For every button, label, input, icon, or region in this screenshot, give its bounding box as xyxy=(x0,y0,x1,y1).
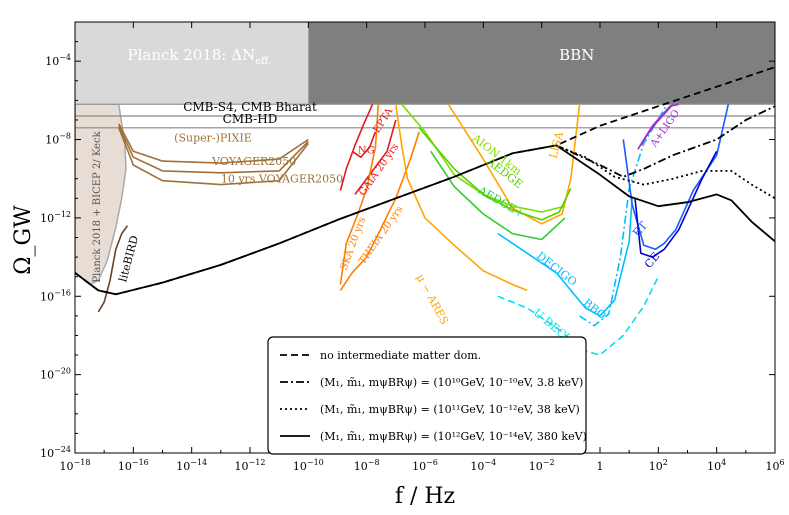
x-tick-exponent: −8 xyxy=(368,458,380,467)
experiment-ares xyxy=(395,104,528,292)
x-tick-exponent: 4 xyxy=(721,458,726,467)
x-tick-label: 102 xyxy=(649,458,668,473)
x-tick-label: 10−6 xyxy=(412,458,438,473)
experiment-10-yrs-voyager2050 xyxy=(118,127,309,186)
litebird-label: liteBIRD xyxy=(116,234,141,283)
experiment-ce xyxy=(634,150,718,258)
experiment-super-pixie xyxy=(118,123,309,164)
planck-neff-subscript: eff. xyxy=(255,56,271,67)
x-tick-label: 10−14 xyxy=(176,458,207,473)
planck-neff-label: Planck 2018: ΔNeff. xyxy=(128,46,272,67)
experiment-u-decigo xyxy=(497,276,660,356)
x-tick-exponent: −18 xyxy=(74,458,91,467)
experiment-lisa xyxy=(447,103,581,225)
y-tick-exponent: −20 xyxy=(54,367,71,376)
experiment-theia-20-yrs xyxy=(339,131,420,291)
y-tick-exponent: −24 xyxy=(54,445,71,454)
experiment-nanograv xyxy=(351,131,377,158)
voyager-label: VOYAGER2050 xyxy=(211,155,296,168)
x-tick-exponent: −2 xyxy=(543,458,555,467)
et-label: ET xyxy=(630,219,650,240)
y-tick-label: 10−16 xyxy=(40,288,71,303)
x-axis-label: f / Hz xyxy=(395,484,455,509)
legend-label: (M₁, m̃₁, mψBRψ) = (10¹²GeV, 10⁻¹⁴eV, 38… xyxy=(320,430,587,443)
experiment-litebird xyxy=(97,225,129,313)
x-tick-label: 10−2 xyxy=(529,458,555,473)
x-tick-label: 10−8 xyxy=(354,458,380,473)
y-tick-label: 10−24 xyxy=(40,445,71,460)
experiment-voyager2050 xyxy=(118,125,309,174)
experiment-bbo xyxy=(579,103,668,327)
legend-box xyxy=(267,336,587,455)
y-tick-exponent: −8 xyxy=(59,132,71,141)
y-tick-exponent: −16 xyxy=(54,288,71,297)
series-solid-line xyxy=(75,144,775,296)
y-tick-label: 10−20 xyxy=(40,367,71,382)
bbo-label: BBO xyxy=(581,296,609,322)
x-tick-label: 10−4 xyxy=(470,458,496,473)
cmb-s4-label: CMB-S4, CMB Bharat xyxy=(183,100,317,114)
planck-neff-region xyxy=(75,22,309,105)
y-tick-label: 10−4 xyxy=(45,53,71,68)
x-tick-exponent: −6 xyxy=(426,458,438,467)
x-tick-label: 10−18 xyxy=(60,458,91,473)
pixie-label: (Super-)PIXIE xyxy=(174,132,252,145)
voyager-10yr-label: 10 yrs VOYAGER2050 xyxy=(221,173,343,186)
experiment-ska-20-yrs xyxy=(339,104,380,285)
series-dotted-line xyxy=(555,144,775,200)
x-tick-exponent: −14 xyxy=(190,458,207,467)
y-tick-exponent: −4 xyxy=(59,53,71,62)
x-tick-exponent: 6 xyxy=(779,458,784,467)
nanograv-label: NG xyxy=(358,145,375,156)
cmb-hd-label: CMB-HD xyxy=(223,112,278,126)
experiment-gaia-20-yrs xyxy=(354,119,397,195)
bbn-label: BBN xyxy=(559,46,594,64)
experiment-epta xyxy=(339,103,374,191)
x-tick-exponent: −16 xyxy=(132,458,149,467)
curves-layer xyxy=(75,66,775,356)
x-tick-exponent: −10 xyxy=(307,458,324,467)
mu-ares-label: μ − ARES xyxy=(414,272,451,327)
legend-label: no intermediate matter dom. xyxy=(320,349,481,362)
experiment-aedge xyxy=(430,150,566,241)
experiment-decigo xyxy=(497,198,633,317)
exclusion-regions xyxy=(75,22,775,286)
decigo-label: DECIGO xyxy=(534,249,579,288)
experiment-aedge xyxy=(418,127,572,221)
legend-label: (M₁, m̃₁, mψBRψ) = (10¹¹GeV, 10⁻¹²eV, 38… xyxy=(320,403,580,416)
x-tick-label: 106 xyxy=(765,458,784,473)
lisa-label: LISA xyxy=(547,129,567,160)
y-tick-exponent: −12 xyxy=(54,210,71,219)
x-tick-exponent: −12 xyxy=(249,458,266,467)
series-dashdot-line xyxy=(555,105,775,178)
planck-bicep-label: Planck 2018 + BICEP 2/ Keck xyxy=(92,130,103,282)
legend-label: (M₁, m̃₁, mψBRψ) = (10¹⁰GeV, 10⁻¹⁰eV, 3.… xyxy=(320,376,583,389)
experiment-a-ligo xyxy=(640,103,674,146)
aplus-ligo-label: A+LIGO xyxy=(648,108,682,150)
y-tick-label: 10−8 xyxy=(45,132,71,147)
y-tick-label: 10−12 xyxy=(40,210,71,225)
x-tick-label: 10−10 xyxy=(293,458,324,473)
x-tick-label: 104 xyxy=(707,458,726,473)
legend: no intermediate matter dom. (M₁, m̃₁, mψB… xyxy=(267,336,587,455)
theia-label: THEIA 20 yrs xyxy=(357,204,405,266)
y-axis-label: Ω_GW xyxy=(11,205,36,275)
x-tick-exponent: 2 xyxy=(663,458,668,467)
bbn-region xyxy=(308,22,775,105)
x-tick-label: 10−16 xyxy=(118,458,149,473)
x-tick-label: 1 xyxy=(597,460,604,473)
x-tick-exponent: −4 xyxy=(484,458,496,467)
x-tick-label: 10−12 xyxy=(235,458,266,473)
